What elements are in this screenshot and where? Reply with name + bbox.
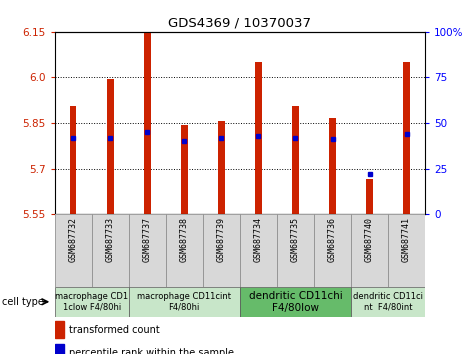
Bar [55,287,129,317]
Text: GSM687736: GSM687736 [328,217,337,262]
Text: percentile rank within the sample: percentile rank within the sample [69,348,234,354]
Bar [181,125,188,214]
Text: GSM687733: GSM687733 [106,217,114,262]
Bar [129,287,240,317]
Bar [329,119,336,214]
Bar [255,62,262,214]
Text: GSM687735: GSM687735 [291,217,300,262]
Text: transformed count: transformed count [69,325,160,335]
Bar [351,214,388,287]
Text: cell type: cell type [2,297,44,307]
Bar [366,179,373,214]
Bar [403,62,410,214]
Bar [144,32,151,214]
Bar [240,287,351,317]
Text: GSM687741: GSM687741 [402,217,411,262]
Text: GSM687734: GSM687734 [254,217,263,262]
Bar [55,321,64,338]
Bar [240,214,277,287]
Bar [55,344,64,354]
Text: macrophage CD1
1clow F4/80hi: macrophage CD1 1clow F4/80hi [55,292,128,312]
Bar [166,214,203,287]
Bar [92,214,129,287]
Bar [314,214,351,287]
Bar [129,214,166,287]
Bar [351,287,425,317]
Text: macrophage CD11cint
F4/80hi: macrophage CD11cint F4/80hi [137,292,231,312]
Text: GSM687739: GSM687739 [217,217,226,262]
Bar [218,121,225,214]
Text: GSM687732: GSM687732 [69,217,77,262]
Bar [277,214,314,287]
Bar [203,214,240,287]
Text: dendritic CD11chi
F4/80low: dendritic CD11chi F4/80low [248,291,342,313]
Bar [107,79,114,214]
Bar [292,106,299,214]
Text: GSM687740: GSM687740 [365,217,374,262]
Bar [70,106,76,214]
Text: GSM687737: GSM687737 [143,217,152,262]
Title: GDS4369 / 10370037: GDS4369 / 10370037 [168,16,312,29]
Bar [55,214,92,287]
Text: GSM687738: GSM687738 [180,217,189,262]
Bar [388,214,425,287]
Text: dendritic CD11ci
nt  F4/80int: dendritic CD11ci nt F4/80int [353,292,423,312]
